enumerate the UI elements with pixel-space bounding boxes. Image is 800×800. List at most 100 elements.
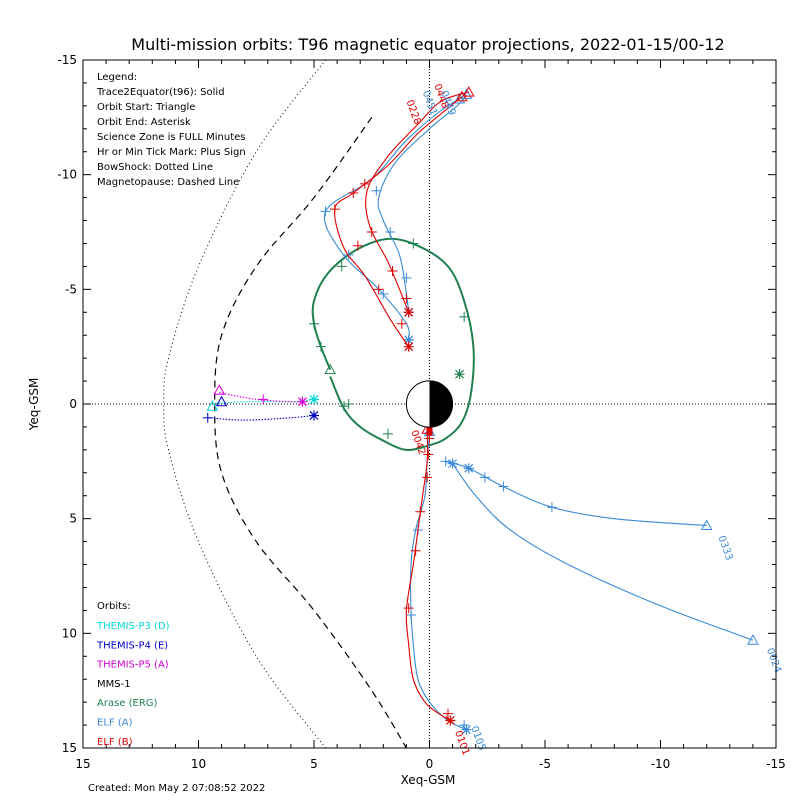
- series-line: [452, 463, 754, 641]
- magnetopause-line: [214, 116, 407, 748]
- end-asterisk: [403, 341, 414, 352]
- legend-line: Orbit Start: Triangle: [97, 102, 195, 113]
- axis-ticks-layer: 15 10 5 0 -5 -10 -15 -15 -10 -5 0 5 10 15: [57, 53, 785, 771]
- y-tick-label: 15: [62, 741, 77, 755]
- end-asterisk: [454, 369, 465, 380]
- tick-mark: [258, 394, 269, 405]
- series-layer: [202, 86, 759, 735]
- time-annotation: 0333: [715, 534, 734, 562]
- start-triangle: [462, 86, 475, 97]
- tick-mark: [403, 603, 414, 614]
- series-line: [210, 398, 315, 405]
- tick-mark: [440, 456, 451, 467]
- tick-mark: [422, 472, 433, 483]
- time-annotation: 0101: [452, 729, 471, 757]
- start-triangle: [700, 519, 713, 531]
- legend-line: Hr or Min Tick Mark: Plus Sign: [97, 147, 246, 158]
- tick-mark: [415, 506, 426, 517]
- tick-mark: [348, 188, 359, 199]
- start-triangle: [324, 363, 337, 375]
- end-asterisk: [309, 394, 319, 405]
- y-tick-label: -15: [57, 53, 77, 67]
- end-asterisk: [461, 724, 472, 735]
- elf-cluster: [426, 427, 433, 436]
- orbit-legend-item: ELF (A): [97, 718, 133, 729]
- end-asterisk: [445, 715, 456, 726]
- start-triangle: [455, 90, 468, 102]
- series-line: [365, 91, 469, 313]
- y-tick-label: 10: [62, 626, 77, 640]
- series-line: [311, 237, 475, 451]
- series-line: [323, 98, 460, 340]
- start-triangle: [453, 92, 466, 104]
- series-line: [410, 431, 467, 731]
- y-axis-label: Yeq-GSM: [27, 378, 41, 432]
- tick-mark: [320, 206, 331, 217]
- x-tick-label: 0: [426, 757, 434, 771]
- tick-mark: [423, 449, 434, 460]
- y-tick-label: -10: [57, 168, 77, 182]
- tick-mark: [382, 428, 393, 439]
- tick-mark: [373, 284, 384, 295]
- series-8: [406, 425, 472, 735]
- series-line: [405, 429, 451, 721]
- y-tick-label: -5: [65, 282, 77, 296]
- series-10: [440, 456, 713, 531]
- orbit-legend-item: ELF (B): [97, 737, 133, 748]
- end-asterisk: [463, 463, 474, 474]
- tick-mark: [343, 399, 354, 409]
- series-11: [447, 458, 759, 645]
- start-triangle: [747, 634, 759, 645]
- tick-mark: [401, 293, 412, 304]
- orbit-legend-item: Arase (ERG): [97, 698, 158, 709]
- tick-mark: [385, 227, 396, 237]
- tick-mark: [329, 204, 340, 215]
- orbit-legend-item: THEMIS-P5 (A): [96, 660, 169, 671]
- tick-mark: [309, 318, 319, 329]
- start-triangle: [213, 384, 226, 395]
- tick-mark: [408, 238, 419, 249]
- tick-mark: [339, 401, 350, 412]
- legend-line: Magnetopause: Dashed Line: [97, 177, 239, 188]
- tick-mark: [366, 227, 377, 237]
- tick-mark: [498, 481, 509, 492]
- time-annotation: 0024: [764, 647, 783, 675]
- series-3: [213, 384, 308, 407]
- series-6: [359, 86, 475, 318]
- tick-mark: [378, 288, 389, 299]
- series-7: [329, 90, 468, 352]
- tick-mark: [410, 545, 421, 556]
- legend-line: Legend:: [97, 72, 137, 83]
- series-4: [371, 88, 473, 318]
- chart-title: Multi-mission orbits: T96 magnetic equat…: [131, 35, 724, 54]
- y-tick-label: 0: [69, 397, 77, 411]
- x-tick-label: -15: [766, 757, 786, 771]
- tick-mark: [352, 240, 363, 251]
- series-line: [377, 94, 467, 313]
- footer-created: Created: Mon May 2 07:08:52 2022: [88, 783, 265, 794]
- series-1: [206, 394, 319, 411]
- orbit-legend-item: THEMIS-P4 (E): [96, 640, 168, 651]
- series-9: [403, 423, 456, 726]
- end-asterisk: [403, 307, 414, 318]
- end-asterisk: [447, 458, 458, 469]
- tick-mark: [202, 412, 213, 423]
- orbit-legend-item: MMS-1: [97, 679, 131, 690]
- tick-mark: [406, 609, 417, 620]
- end-asterisk: [309, 410, 319, 421]
- time-annotation: 0228: [404, 99, 423, 127]
- series-line: [219, 391, 303, 403]
- tick-mark: [336, 261, 347, 272]
- tick-mark: [401, 272, 412, 283]
- tick-mark: [315, 341, 326, 352]
- orbits-legend: Orbits: THEMIS-P3 (D) THEMIS-P4 (E) THEMIS-…: [96, 601, 170, 748]
- legend-line: Orbit End: Asterisk: [97, 117, 191, 128]
- reference-lines-layer: [83, 60, 776, 748]
- end-asterisk: [297, 396, 308, 407]
- series-line: [445, 460, 707, 527]
- x-axis-label: Xeq-GSM: [401, 773, 456, 787]
- tick-mark: [479, 472, 490, 483]
- x-tick-label: 15: [75, 757, 90, 771]
